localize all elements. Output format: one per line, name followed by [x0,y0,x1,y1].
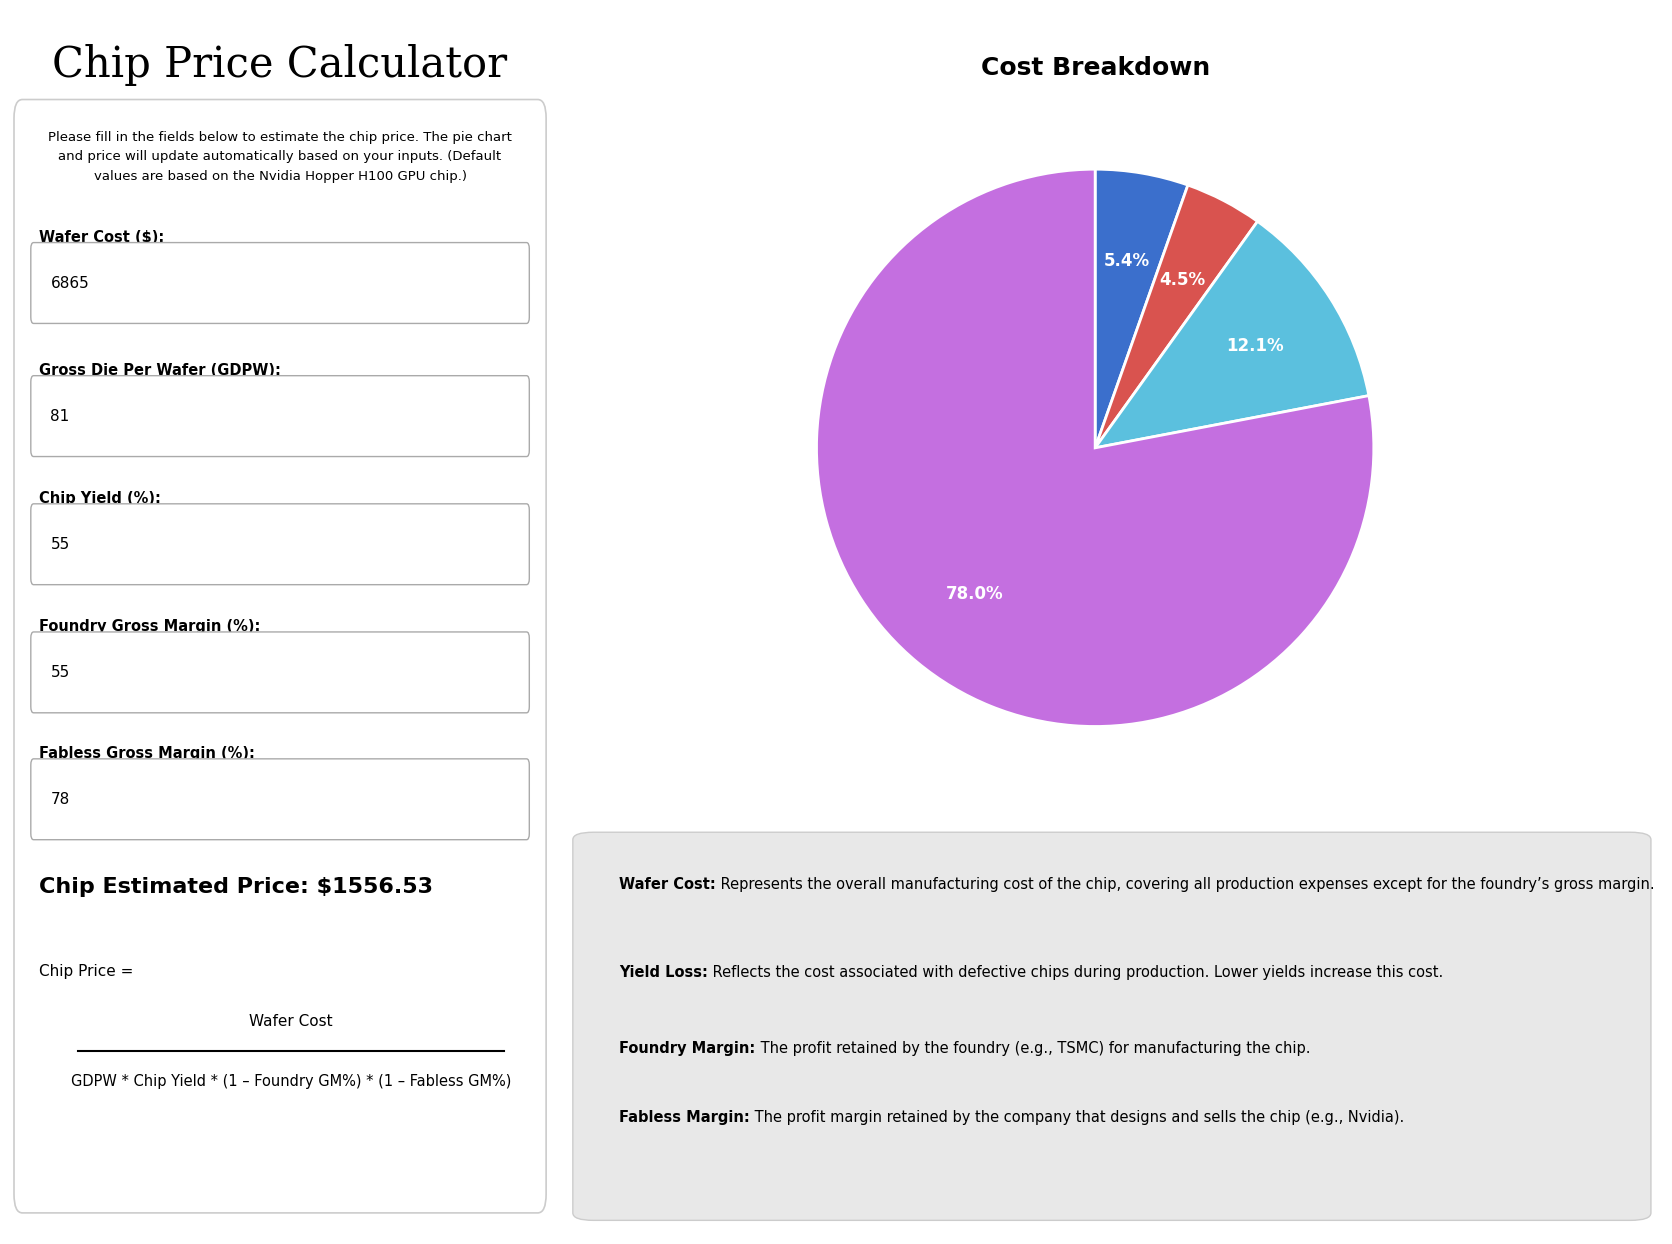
FancyBboxPatch shape [30,376,530,457]
Text: Chip Yield (%):: Chip Yield (%): [38,491,161,506]
Text: 12.1%: 12.1% [1226,337,1284,355]
Text: 81: 81 [50,408,70,424]
FancyBboxPatch shape [13,100,547,1213]
Text: Wafer Cost ($):: Wafer Cost ($): [38,230,164,245]
Legend: Wafer Cost, Yield Loss, Foundry Margin, Fabless Margin: Wafer Cost, Yield Loss, Foundry Margin, … [808,853,1383,880]
Wedge shape [1095,185,1257,448]
Wedge shape [1095,221,1369,448]
Text: Wafer Cost:: Wafer Cost: [620,877,716,892]
Text: Yield Loss:: Yield Loss: [620,965,709,980]
Wedge shape [816,169,1374,726]
Text: GDPW * Chip Yield * (1 – Foundry GM%) * (1 – Fabless GM%): GDPW * Chip Yield * (1 – Foundry GM%) * … [72,1074,512,1088]
Text: 6865: 6865 [50,275,89,291]
Text: Chip Price =: Chip Price = [38,964,134,979]
Text: Wafer Cost: Wafer Cost [249,1014,333,1029]
Text: Represents the overall manufacturing cost of the chip, covering all production e: Represents the overall manufacturing cos… [716,877,1655,892]
Text: 55: 55 [50,536,70,552]
Text: Chip Estimated Price: $1556.53: Chip Estimated Price: $1556.53 [38,877,433,897]
Wedge shape [1095,169,1187,448]
Text: Please fill in the fields below to estimate the chip price. The pie chart
and pr: Please fill in the fields below to estim… [48,131,512,183]
Text: Reflects the cost associated with defective chips during production. Lower yield: Reflects the cost associated with defect… [709,965,1443,980]
Text: Fabless Gross Margin (%):: Fabless Gross Margin (%): [38,746,256,761]
FancyBboxPatch shape [30,632,530,713]
Text: 55: 55 [50,664,70,680]
Text: Chip Price Calculator: Chip Price Calculator [52,44,508,86]
Text: 78.0%: 78.0% [946,585,1003,603]
Text: The profit margin retained by the company that designs and sells the chip (e.g.,: The profit margin retained by the compan… [751,1110,1404,1126]
Text: Gross Die Per Wafer (GDPW):: Gross Die Per Wafer (GDPW): [38,363,281,378]
Text: 4.5%: 4.5% [1160,271,1206,289]
FancyBboxPatch shape [573,832,1650,1220]
Text: Foundry Gross Margin (%):: Foundry Gross Margin (%): [38,620,261,634]
FancyBboxPatch shape [30,759,530,840]
FancyBboxPatch shape [30,504,530,585]
FancyBboxPatch shape [30,243,530,323]
Text: 5.4%: 5.4% [1104,253,1150,270]
Title: Cost Breakdown: Cost Breakdown [980,56,1211,80]
Text: 78: 78 [50,791,70,807]
Text: Foundry Margin:: Foundry Margin: [620,1041,756,1056]
Text: The profit retained by the foundry (e.g., TSMC) for manufacturing the chip.: The profit retained by the foundry (e.g.… [756,1041,1311,1056]
Text: Fabless Margin:: Fabless Margin: [620,1110,751,1126]
